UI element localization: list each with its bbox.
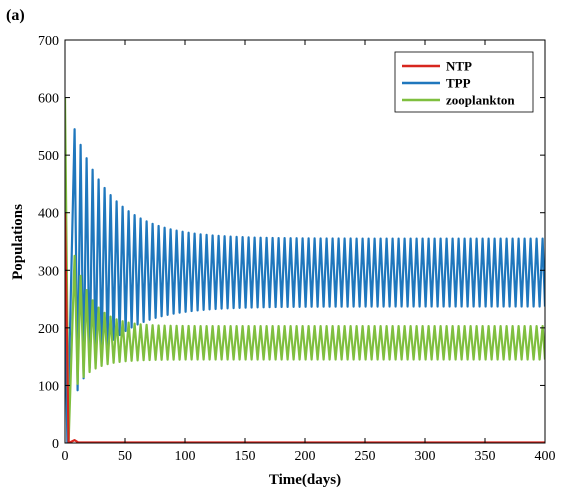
x-axis: 0 50 100 150 200 250 300 350 400: [62, 40, 556, 464]
y-tick-label: 600: [38, 92, 59, 107]
x-tick-label: 400: [535, 449, 556, 464]
y-tick-label: 300: [38, 264, 59, 279]
y-tick-label: 200: [38, 322, 59, 337]
y-tick-label: 500: [38, 149, 59, 164]
legend-label-ntp: NTP: [446, 59, 472, 74]
x-tick-label: 100: [175, 449, 196, 464]
x-tick-label: 150: [235, 449, 256, 464]
legend: NTP TPP zooplankton: [394, 51, 534, 113]
y-tick-label: 100: [38, 379, 59, 394]
x-tick-label: 250: [355, 449, 376, 464]
legend-label-zooplankton: zooplankton: [446, 93, 515, 108]
series-line-ntp: [65, 212, 545, 443]
x-tick-label: 350: [475, 449, 496, 464]
y-axis: 0 100 200 300 400 500 600 700: [38, 34, 545, 452]
x-tick-label: 0: [62, 449, 69, 464]
series-line-tpp: [65, 128, 545, 443]
y-tick-label: 400: [38, 207, 59, 222]
y-tick-label: 0: [52, 437, 59, 452]
x-tick-label: 300: [415, 449, 436, 464]
y-axis-label: Populations: [10, 204, 26, 280]
series-line-zooplankton: [65, 97, 545, 443]
series-layer: [65, 97, 545, 443]
legend-label-tpp: TPP: [446, 76, 471, 91]
panel-label: (a): [6, 7, 25, 24]
y-tick-label: 700: [38, 34, 59, 49]
x-axis-label: Time(days): [269, 472, 341, 488]
x-tick-label: 200: [295, 449, 316, 464]
x-tick-label: 50: [118, 449, 132, 464]
